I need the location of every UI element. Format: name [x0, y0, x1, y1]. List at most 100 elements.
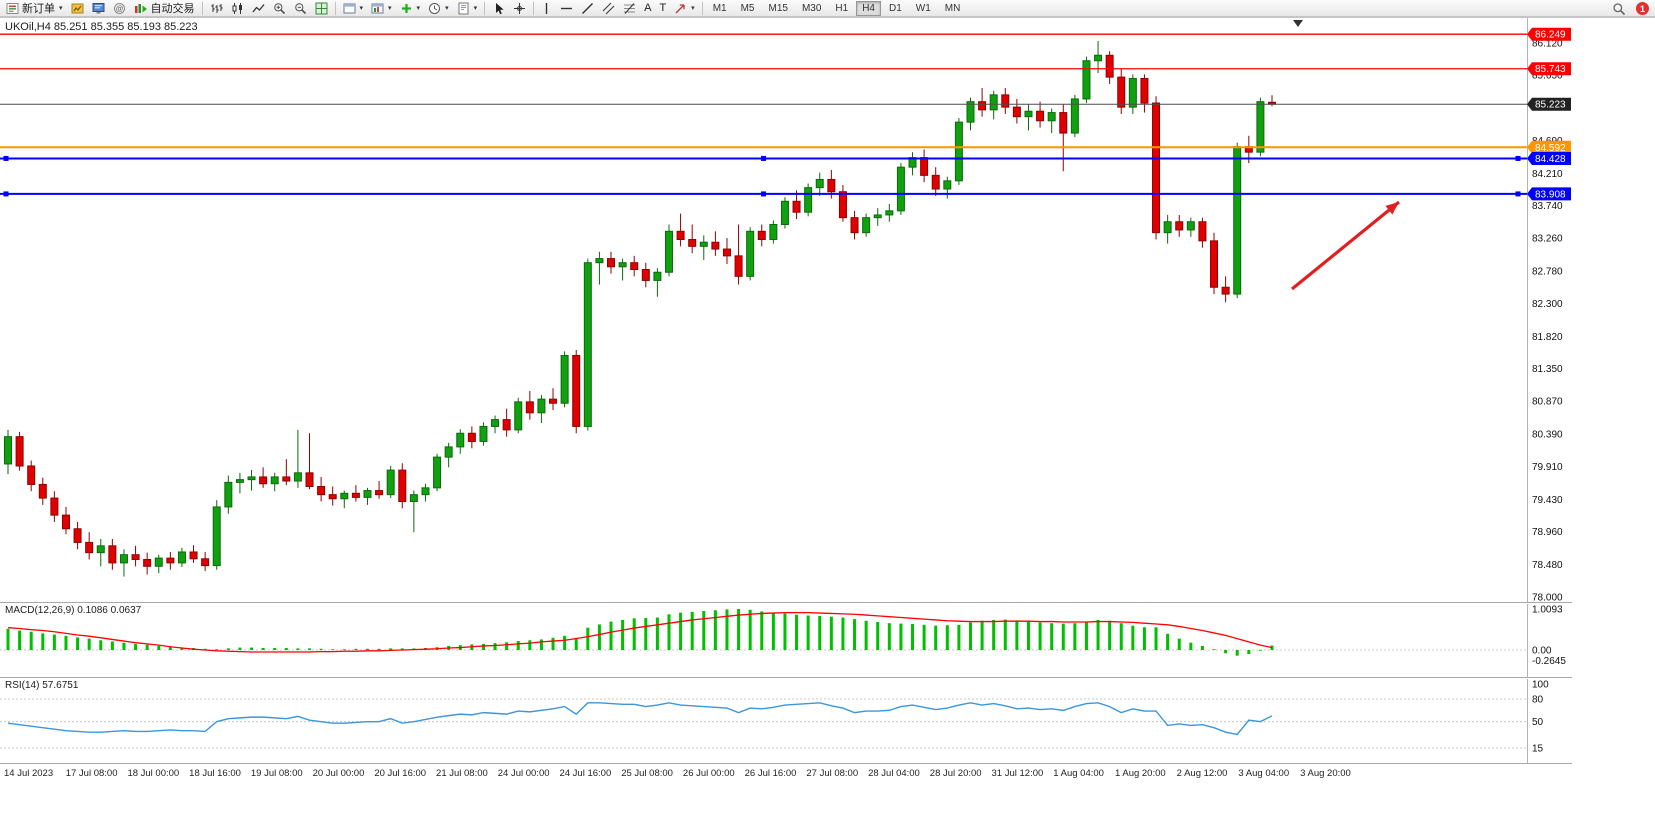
vertical-line-button[interactable]	[537, 1, 556, 16]
line-chart-button[interactable]	[248, 1, 269, 16]
candle	[630, 255, 639, 277]
timeframe-button-w1[interactable]: W1	[915, 2, 931, 14]
clock-icon	[429, 2, 441, 14]
price-tick-label: 78.480	[1532, 560, 1563, 571]
timeframe-button-h1[interactable]: H1	[835, 2, 849, 14]
autotrade-button[interactable]: 自动交易	[130, 1, 199, 16]
text-label-button[interactable]: T	[655, 1, 670, 16]
bar-chart-button[interactable]	[206, 1, 227, 16]
candle	[467, 426, 476, 449]
fibonacci-button[interactable]	[619, 1, 640, 16]
timeframe-button-m5[interactable]: M5	[740, 2, 755, 14]
cursor-button[interactable]	[488, 1, 509, 16]
line-handle[interactable]	[761, 155, 766, 161]
profiles-button[interactable]: ▾	[367, 1, 396, 16]
horizontal-line-button[interactable]	[556, 1, 577, 16]
candle	[224, 475, 233, 514]
macd-bar	[296, 648, 300, 650]
candle	[1094, 40, 1103, 74]
rsi-axis-label: 100	[1532, 680, 1549, 691]
macd-bar	[876, 621, 880, 650]
candle	[189, 545, 198, 563]
candle	[618, 258, 627, 281]
search-button[interactable]	[1608, 1, 1630, 16]
macd-bar	[412, 648, 416, 650]
time-label: 28 Jul 04:00	[868, 768, 920, 779]
tile-windows-button[interactable]	[311, 1, 332, 16]
macd-bar	[1050, 623, 1054, 650]
price-line-label: 86.249	[1527, 27, 1571, 41]
current-price-label: 85.223	[1527, 97, 1571, 111]
text-button[interactable]: A	[640, 1, 655, 16]
candle	[734, 224, 743, 285]
macd-bar	[563, 635, 567, 650]
line-handle[interactable]	[1515, 155, 1521, 161]
templates-button[interactable]: ▾	[453, 1, 482, 16]
profiles-icon	[371, 3, 384, 13]
zoom-out-button[interactable]	[290, 1, 311, 16]
macd-bar	[945, 625, 949, 650]
periods-button[interactable]: ▾	[424, 1, 453, 16]
timeframe-button-d1[interactable]: D1	[889, 2, 902, 14]
macd-label: MACD(12,26,9) 0.1086 0.0637	[5, 605, 142, 616]
macd-bar	[273, 647, 277, 650]
arrows-button[interactable]: ▾	[670, 1, 699, 16]
channel-button[interactable]	[598, 1, 619, 16]
price-line-label: 84.428	[1527, 151, 1571, 165]
zoom-in-button[interactable]	[269, 1, 290, 16]
macd-bar	[168, 646, 172, 650]
new-order-label: 新订单	[22, 3, 55, 15]
timeframe-button-m1[interactable]: M1	[712, 2, 727, 14]
candle	[15, 431, 24, 471]
macd-bar	[423, 647, 427, 650]
line-handle[interactable]	[761, 191, 766, 197]
timeframe-button-mn[interactable]: MN	[944, 2, 961, 14]
candle	[792, 190, 801, 220]
crosshair-button[interactable]	[509, 1, 530, 16]
candle	[653, 268, 662, 297]
candle	[966, 97, 975, 131]
candle	[827, 169, 836, 199]
candlestick-chart-button[interactable]	[227, 1, 248, 16]
candle	[572, 350, 581, 434]
timeframe-button-m15[interactable]: M15	[768, 2, 788, 14]
macd-bar	[864, 620, 868, 650]
market-watch-button[interactable]	[88, 1, 109, 16]
macd-bar	[6, 628, 10, 650]
macd-bar	[609, 621, 613, 650]
macd-bar	[1026, 621, 1030, 650]
macd-bar	[597, 624, 601, 650]
line-handle[interactable]	[3, 155, 9, 161]
candle	[27, 460, 36, 492]
signals-button[interactable]: @	[109, 1, 130, 16]
time-label: 26 Jul 00:00	[683, 768, 735, 779]
line-handle[interactable]	[1515, 191, 1521, 197]
candle	[1152, 96, 1161, 240]
charts-button[interactable]	[67, 1, 88, 16]
trendline-button[interactable]	[577, 1, 598, 16]
macd-bar	[203, 648, 207, 650]
macd-bar	[551, 637, 555, 650]
macd-bar	[516, 641, 520, 650]
time-label: 17 Jul 08:00	[66, 768, 118, 779]
new-order-button[interactable]: 新订单 ▾	[2, 1, 67, 16]
time-label: 2 Aug 12:00	[1177, 768, 1228, 779]
macd-bar	[783, 613, 787, 650]
macd-bar	[238, 647, 242, 650]
indicators-button[interactable]: ▾	[396, 1, 425, 16]
line-handle[interactable]	[3, 191, 9, 197]
timeframe-button-h4[interactable]: H4	[856, 0, 881, 16]
time-label: 24 Jul 16:00	[559, 768, 611, 779]
timeframe-button-m30[interactable]: M30	[801, 2, 822, 14]
equidistant-channel-icon	[602, 2, 615, 14]
trend-arrow[interactable]	[1290, 200, 1401, 291]
candle	[328, 486, 337, 506]
new-window-button[interactable]: ▾	[339, 1, 368, 16]
separator	[533, 1, 535, 15]
macd-bar	[853, 619, 857, 650]
time-label: 21 Jul 08:00	[436, 768, 488, 779]
candle	[711, 231, 720, 256]
text-label-icon: T	[659, 1, 667, 14]
notification-badge[interactable]: 1	[1636, 2, 1649, 15]
candle	[931, 167, 940, 196]
